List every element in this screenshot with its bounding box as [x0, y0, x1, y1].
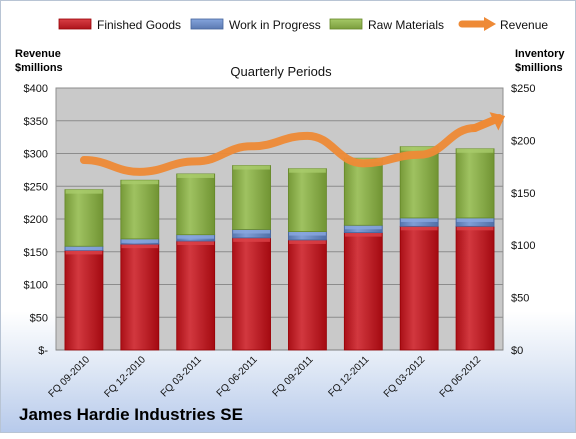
bar-cap-work-in-progress-1: [121, 239, 158, 243]
bar-cap-finished-goods-2: [177, 241, 214, 245]
legend-arrowhead: [484, 17, 496, 31]
bar-raw-materials-0: [65, 190, 103, 247]
left-tick-label: $50: [30, 312, 48, 324]
bar-cap-finished-goods-6: [401, 226, 438, 230]
bar-cap-raw-materials-4: [289, 169, 326, 173]
x-tick-label: FQ 03-2011: [159, 354, 204, 399]
bar-cap-finished-goods-1: [121, 244, 158, 248]
bar-raw-materials-5: [344, 158, 382, 225]
bar-finished-goods-1: [121, 244, 159, 350]
legend-label-2: Raw Materials: [368, 18, 444, 32]
x-tick-label: FQ 06-2011: [215, 354, 260, 399]
left-axis-label-line-2: $millions: [15, 62, 63, 74]
bar-cap-raw-materials-0: [66, 190, 103, 194]
left-tick-label: $200: [24, 214, 48, 226]
chart-title: Quarterly Periods: [230, 64, 332, 79]
right-tick-label: $0: [511, 345, 523, 357]
x-tick-label: FQ 03-2012: [382, 354, 428, 400]
right-axis-label-line-1: Inventory: [515, 48, 565, 60]
bar-cap-work-in-progress-7: [457, 218, 494, 222]
bar-finished-goods-7: [456, 226, 494, 350]
bar-cap-raw-materials-1: [121, 180, 158, 184]
right-tick-label: $250: [511, 83, 535, 95]
x-tick-label: FQ 12-2011: [326, 354, 371, 399]
bar-cap-work-in-progress-3: [233, 229, 270, 233]
right-tick-label: $200: [511, 135, 535, 147]
bar-cap-work-in-progress-2: [177, 235, 214, 239]
legend-swatch-2: [330, 19, 362, 29]
bar-finished-goods-3: [233, 238, 271, 350]
bar-finished-goods-2: [177, 241, 215, 350]
legend-swatch-1: [191, 19, 223, 29]
legend: Finished Goods Work in Progress Raw Materi…: [59, 17, 548, 32]
bar-cap-finished-goods-0: [66, 250, 103, 254]
left-tick-label: $400: [24, 83, 48, 95]
bar-raw-materials-3: [233, 166, 271, 230]
legend-label-3: Revenue: [500, 18, 548, 32]
bar-cap-finished-goods-5: [345, 233, 382, 237]
bar-raw-materials-2: [177, 174, 215, 235]
bar-raw-materials-7: [456, 149, 494, 218]
legend-label-1: Work in Progress: [229, 18, 321, 32]
bar-cap-work-in-progress-0: [66, 246, 103, 250]
bar-raw-materials-1: [121, 180, 159, 239]
legend-swatch-0: [59, 19, 91, 29]
right-tick-label: $150: [511, 188, 535, 200]
x-tick-label: FQ 09-2010: [47, 354, 93, 400]
x-tick-label: FQ 06-2012: [438, 354, 484, 400]
legend-label-0: Finished Goods: [97, 18, 181, 32]
bar-raw-materials-4: [288, 169, 326, 232]
left-tick-label: $350: [24, 116, 48, 128]
bar-cap-raw-materials-2: [177, 174, 214, 178]
bar-cap-work-in-progress-5: [345, 225, 382, 229]
bar-finished-goods-4: [288, 240, 326, 350]
bar-cap-finished-goods-4: [289, 240, 326, 244]
bar-cap-work-in-progress-4: [289, 232, 326, 236]
bar-finished-goods-0: [65, 250, 103, 350]
bar-finished-goods-5: [344, 233, 382, 350]
plot-area: $- $50 $100 $150 $200 $250 $300 $350 $400 $0 $50 $1…: [24, 83, 536, 400]
left-tick-label: $100: [24, 280, 48, 292]
right-tick-label: $100: [511, 240, 535, 252]
left-tick-label: $-: [38, 345, 48, 357]
bar-cap-raw-materials-7: [457, 149, 494, 153]
x-tick-label: FQ 12-2010: [102, 354, 148, 400]
left-tick-label: $300: [24, 149, 48, 161]
bar-cap-finished-goods-3: [233, 238, 270, 242]
bar-finished-goods-6: [400, 226, 438, 350]
bar-cap-work-in-progress-6: [401, 218, 438, 222]
left-tick-label: $150: [24, 247, 48, 259]
left-tick-label: $250: [24, 181, 48, 193]
left-axis-label-line-1: Revenue: [15, 48, 61, 60]
right-tick-label: $50: [511, 293, 529, 305]
right-axis-label-line-2: $millions: [515, 62, 563, 74]
company-name: James Hardie Industries SE: [19, 405, 243, 425]
x-tick-label: FQ 09-2011: [271, 354, 316, 399]
bar-cap-raw-materials-3: [233, 166, 270, 170]
bar-cap-finished-goods-7: [457, 226, 494, 230]
